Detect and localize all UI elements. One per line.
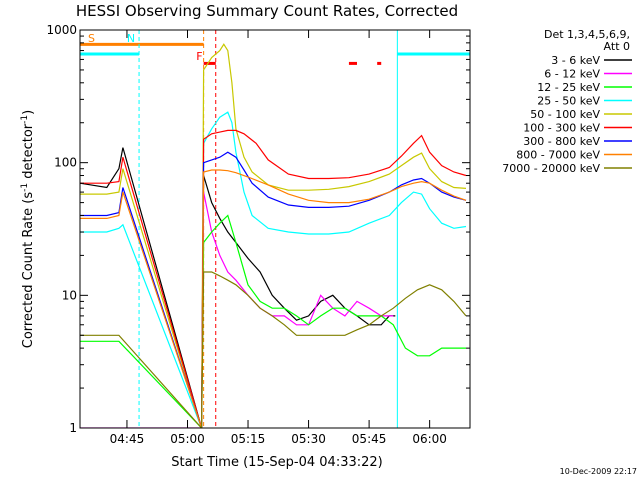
legend-label-3-6-keV-kev: 3 - 6 keV	[551, 54, 600, 67]
y-axis-ticks: 1 10 100 1000	[46, 23, 470, 435]
y-tick-label-3: 1000	[46, 23, 77, 37]
y-axis-label-exp2: -1	[20, 115, 30, 124]
legend-label-300-800-keV-kev: 300 - 800 keV	[523, 135, 600, 148]
y-tick-label-1: 10	[62, 288, 77, 302]
x-tick-label-1: 05:00	[170, 432, 205, 446]
legend-label-50-100-keV-kev: 50 - 100 keV	[530, 108, 600, 121]
y-axis-label-main: Corrected Count Rate (s	[21, 192, 36, 349]
interval-label-saa: N	[127, 32, 135, 45]
x-tick-label-4: 05:45	[352, 432, 387, 446]
y-tick-label-2: 100	[54, 156, 77, 170]
legend-label-25-50-keV-kev: 25 - 50 keV	[537, 95, 600, 108]
x-axis-label: Start Time (15-Sep-04 04:33:22)	[171, 455, 382, 470]
series-line-7000-20000-keV-kev	[80, 271, 467, 428]
legend-header-line2: Att 0	[604, 40, 630, 53]
chart-title: HESSI Observing Summary Count Rates, Cor…	[76, 2, 458, 20]
plot-frame	[79, 29, 471, 429]
series-line-800-7000-keV-kev	[80, 169, 467, 428]
x-tick-label-3: 05:30	[291, 432, 326, 446]
interval-label-night: S	[88, 32, 95, 45]
x-axis-ticks: 04:45 05:00 05:15 05:30 05:45 06:00	[110, 30, 447, 446]
x-tick-label-5: 06:00	[412, 432, 447, 446]
x-tick-label-0: 04:45	[110, 432, 145, 446]
series-line-12-25-keV-kev	[80, 214, 466, 428]
y-axis-label-end: )	[21, 110, 36, 115]
legend-label-12-25-keV-kev: 12 - 25 keV	[537, 81, 600, 94]
legend-header-line1: Det 1,3,4,5,6,9,	[544, 28, 630, 41]
y-axis-label-exp1: -1	[20, 183, 30, 192]
series-lines	[80, 43, 467, 428]
interval-label-flare: F	[196, 50, 202, 63]
legend-label-6-12-keV-kev: 6 - 12 keV	[544, 68, 600, 81]
y-axis-label: Corrected Count Rate (s-1 detector-1)	[20, 110, 36, 348]
y-tick-label-0: 1	[69, 421, 77, 435]
y-axis-label-mid: detector	[21, 123, 36, 183]
x-tick-label-2: 05:15	[231, 432, 266, 446]
legend-label-7000-20000-keV-kev: 7000 - 20000 keV	[502, 162, 600, 175]
legend-label-100-300-keV-kev: 100 - 300 keV	[523, 122, 600, 135]
legend-label-800-7000-keV-kev: 800 - 7000 keV	[516, 149, 600, 162]
generation-timestamp: 10-Dec-2009 22:17	[560, 467, 637, 476]
